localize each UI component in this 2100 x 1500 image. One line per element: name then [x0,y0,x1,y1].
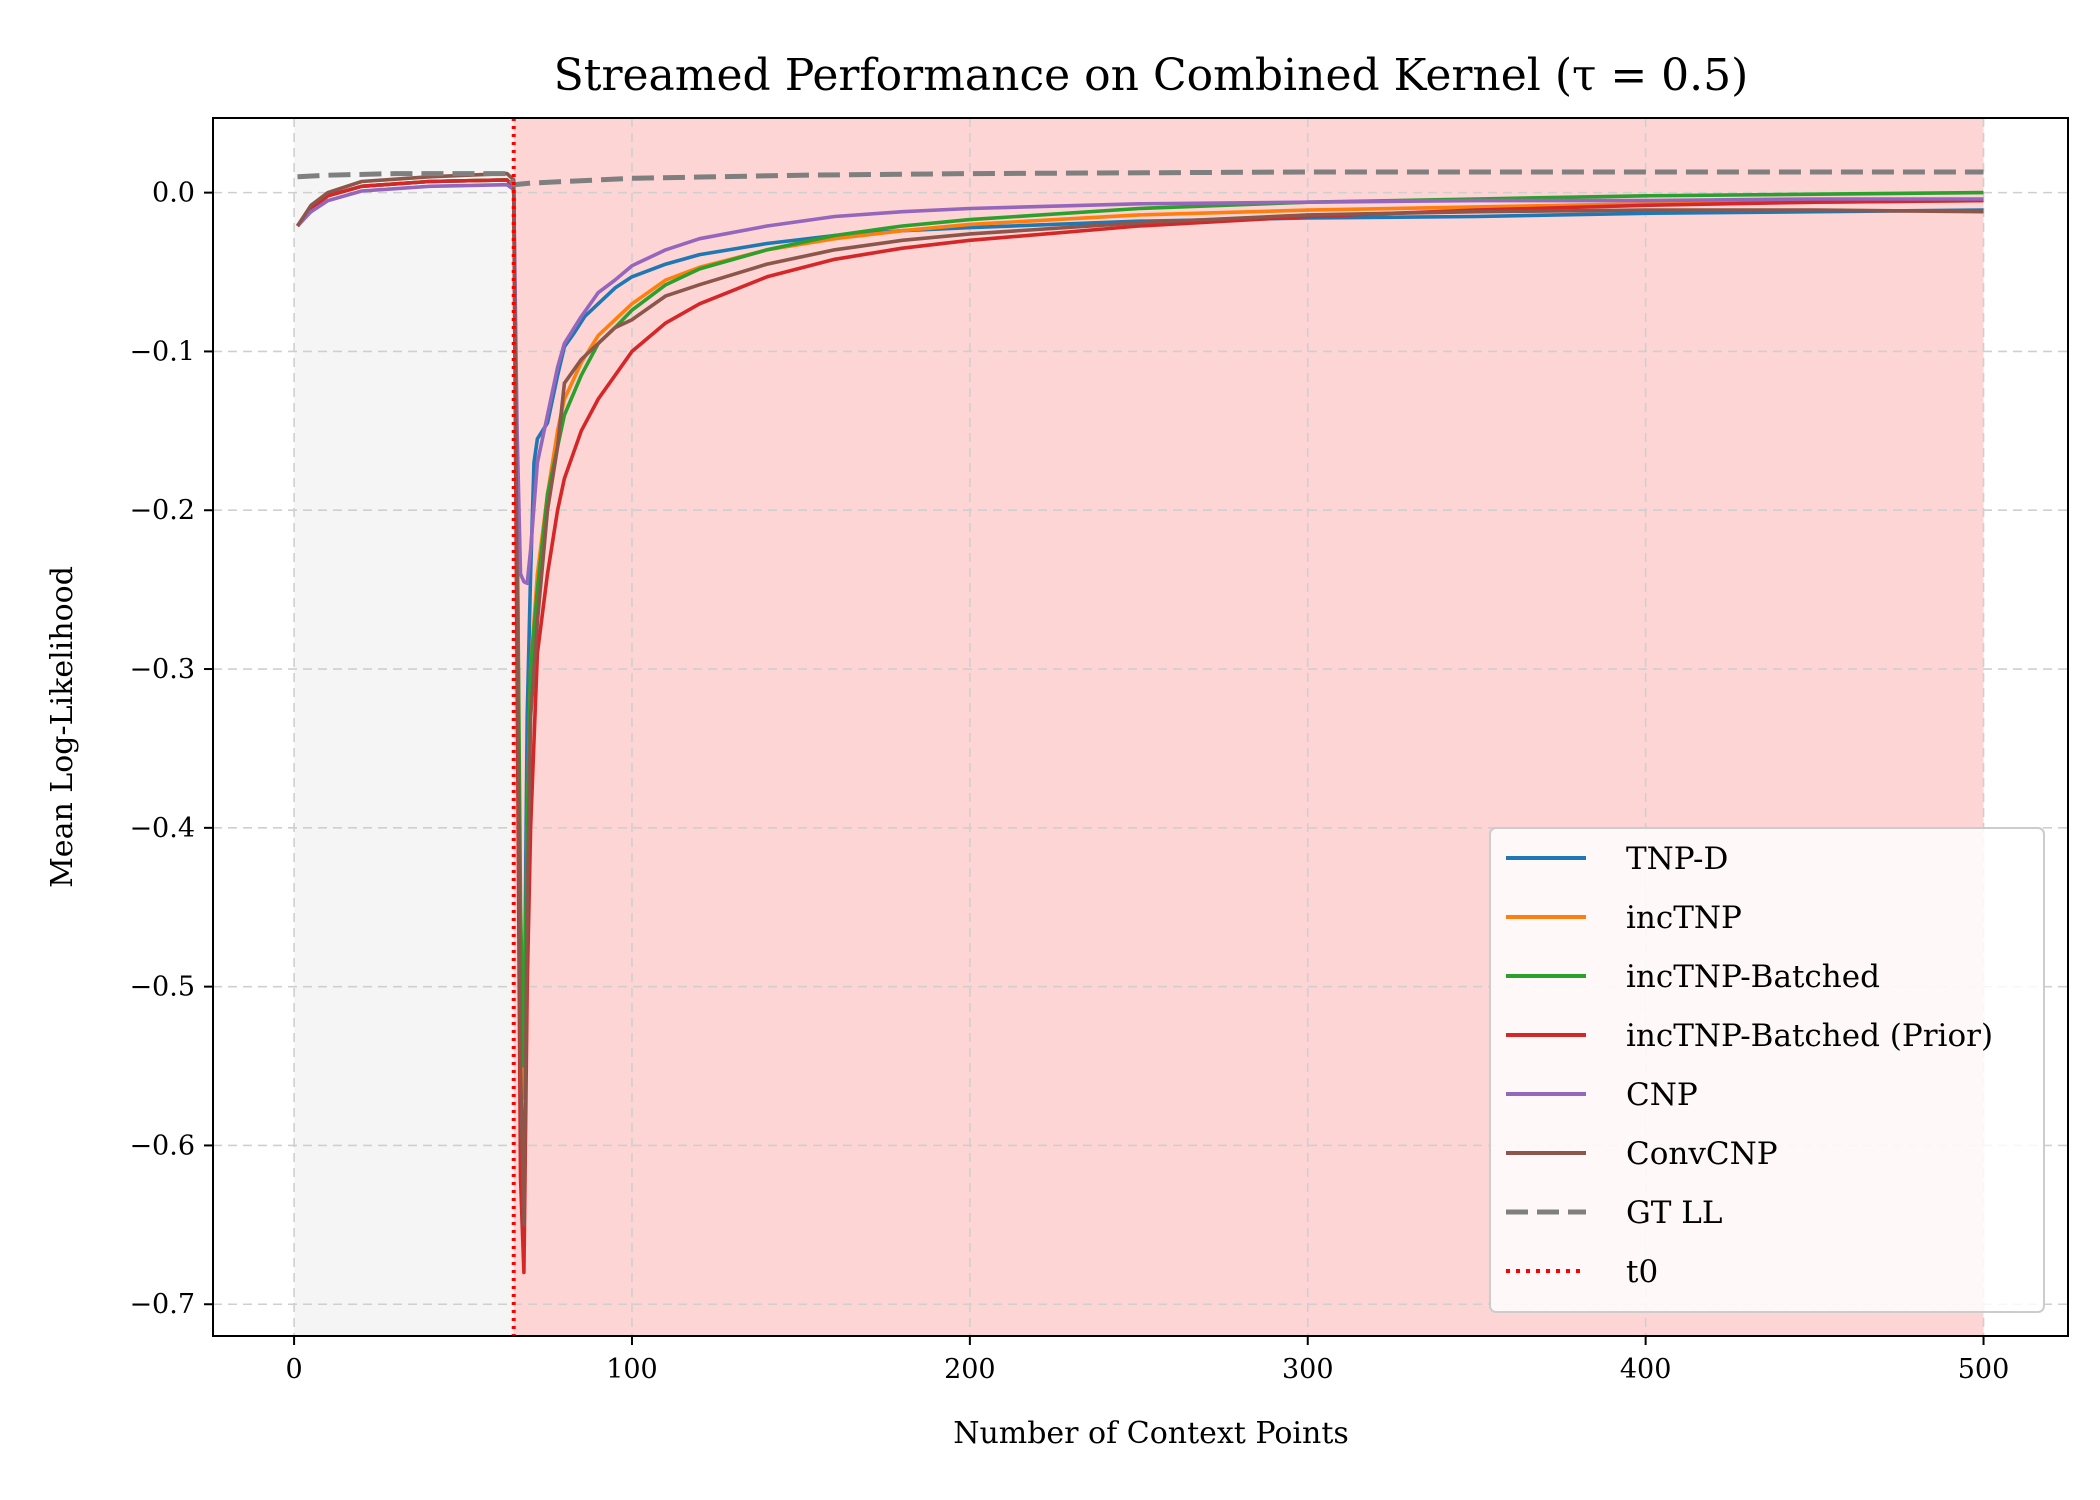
series-line-cnp [296,182,1984,586]
axes: 0 100 200 300 400 500 0.0 −0.1 −0.2 −0.3 −0.4 −0.5 −… [129,117,2069,1385]
legend-label: incTNP-Batched [1626,959,1880,995]
y-tick-label: −0.3 [129,654,195,685]
y-tick-label: −0.4 [129,813,195,844]
series-line-inctnp-batched-prior [296,178,1984,1275]
legend-label: TNP-D [1626,841,1728,877]
x-tick-label: 500 [1958,1354,2010,1385]
plot-frame [212,117,2069,1337]
x-tick-label: 300 [1282,1354,1334,1385]
y-tick-label: −0.2 [129,495,195,526]
x-tick-label: 200 [944,1354,996,1385]
y-axis-label: Mean Log-Likelihood [45,566,80,888]
series-lines [295,118,1984,1336]
legend-label: t0 [1626,1254,1658,1290]
x-tick-label: 0 [285,1354,302,1385]
series-line-gt-ll [297,169,1984,188]
y-tick-label: −0.7 [129,1289,195,1320]
y-tick-label: −0.1 [129,336,195,367]
y-tick-label: −0.5 [129,972,195,1003]
shaded-region-0 [294,118,514,1336]
y-tick-label: −0.6 [129,1130,195,1161]
legend-label: incTNP [1626,900,1742,936]
legend: TNP-D incTNP incTNP-Batched incTNP-Batched … [1489,827,2045,1313]
series-line-convcnp [295,171,1984,1227]
x-tick-label: 400 [1620,1354,1672,1385]
legend-label: incTNP-Batched (Prior) [1626,1018,1993,1054]
x-tick-label: 100 [606,1354,658,1385]
legend-label: ConvCNP [1626,1136,1778,1172]
y-tick-label: 0.0 [152,178,195,209]
legend-label: CNP [1626,1077,1698,1113]
chart-title: Streamed Performance on Combined Kernel … [554,50,1749,101]
legend-label: GT LL [1626,1195,1722,1231]
legend-box [1489,827,2045,1313]
x-axis-label: Number of Context Points [953,1416,1349,1451]
